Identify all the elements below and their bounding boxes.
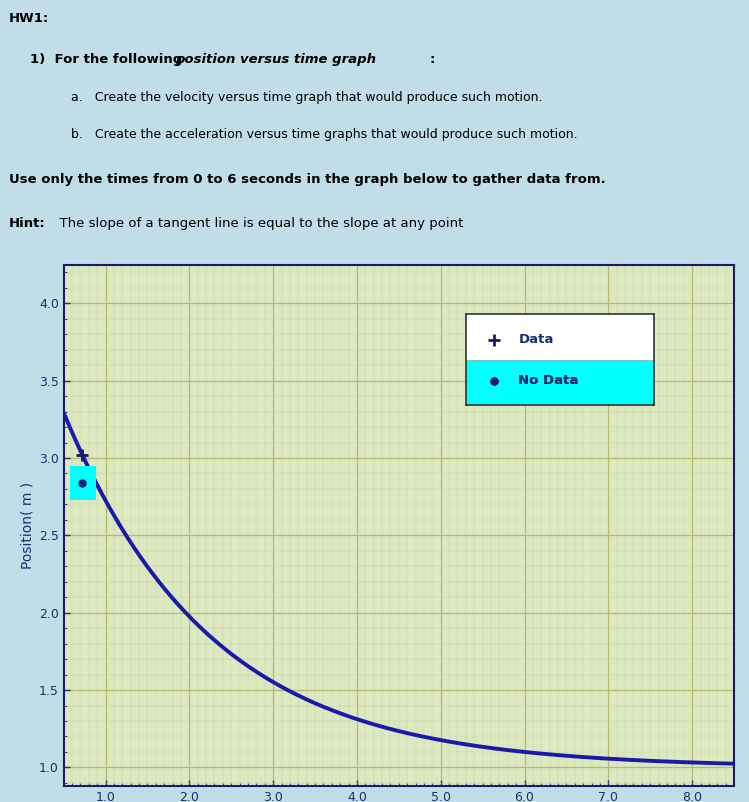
Text: The slope of a tangent line is equal to the slope at any point: The slope of a tangent line is equal to … (51, 217, 464, 229)
Text: Hint:: Hint: (9, 217, 46, 229)
Text: b.   Create the acceleration versus time graphs that would produce such motion.: b. Create the acceleration versus time g… (71, 128, 577, 140)
Text: HW1:: HW1: (9, 12, 49, 25)
Text: No Data: No Data (518, 375, 579, 387)
Text: position versus time graph: position versus time graph (175, 53, 376, 66)
Text: a.   Create the velocity versus time graph that would produce such motion.: a. Create the velocity versus time graph… (71, 91, 543, 104)
Text: 1)  For the following: 1) For the following (30, 53, 187, 66)
Y-axis label: Position( m ): Position( m ) (21, 482, 34, 569)
Bar (466, 360, 654, 406)
Text: Use only the times from 0 to 6 seconds in the graph below to gather data from.: Use only the times from 0 to 6 seconds i… (9, 173, 606, 186)
Text: :: : (429, 53, 434, 66)
Text: No Data: No Data (518, 375, 579, 387)
Text: Data: Data (518, 333, 554, 346)
Bar (70, 466, 96, 500)
